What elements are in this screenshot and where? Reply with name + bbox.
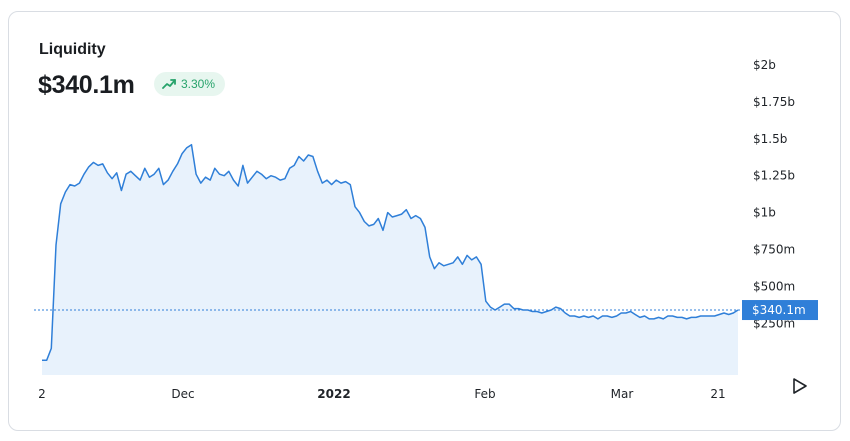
y-tick-label: $500m — [753, 279, 795, 293]
y-tick-label: $2b — [753, 58, 776, 72]
change-badge: 3.30% — [154, 72, 226, 96]
y-tick-label: $1.75b — [753, 95, 795, 109]
x-tick-label: Dec — [171, 387, 194, 401]
current-value-tag — [742, 300, 818, 321]
y-tick-label: $1.25b — [753, 169, 795, 183]
y-tick-label: $1b — [753, 206, 776, 220]
trending-up-icon — [162, 79, 176, 89]
play-button[interactable] — [790, 376, 810, 396]
card-title: Liquidity — [39, 41, 106, 58]
current-value-label: $340.1m — [752, 303, 806, 317]
liquidity-area — [42, 144, 738, 375]
x-tick-label: 2022 — [317, 387, 350, 401]
x-tick-label: 2 — [38, 387, 46, 401]
x-tick-label: Feb — [474, 387, 495, 401]
play-icon — [793, 378, 807, 394]
x-tick-label: Mar — [611, 387, 634, 401]
change-percent: 3.30% — [181, 77, 216, 91]
y-tick-label: $1.5b — [753, 132, 787, 146]
y-tick-label: $750m — [753, 243, 795, 257]
x-tick-label: 21 — [710, 387, 725, 401]
liquidity-value: $340.1m — [38, 71, 135, 99]
liquidity-line — [42, 143, 739, 361]
